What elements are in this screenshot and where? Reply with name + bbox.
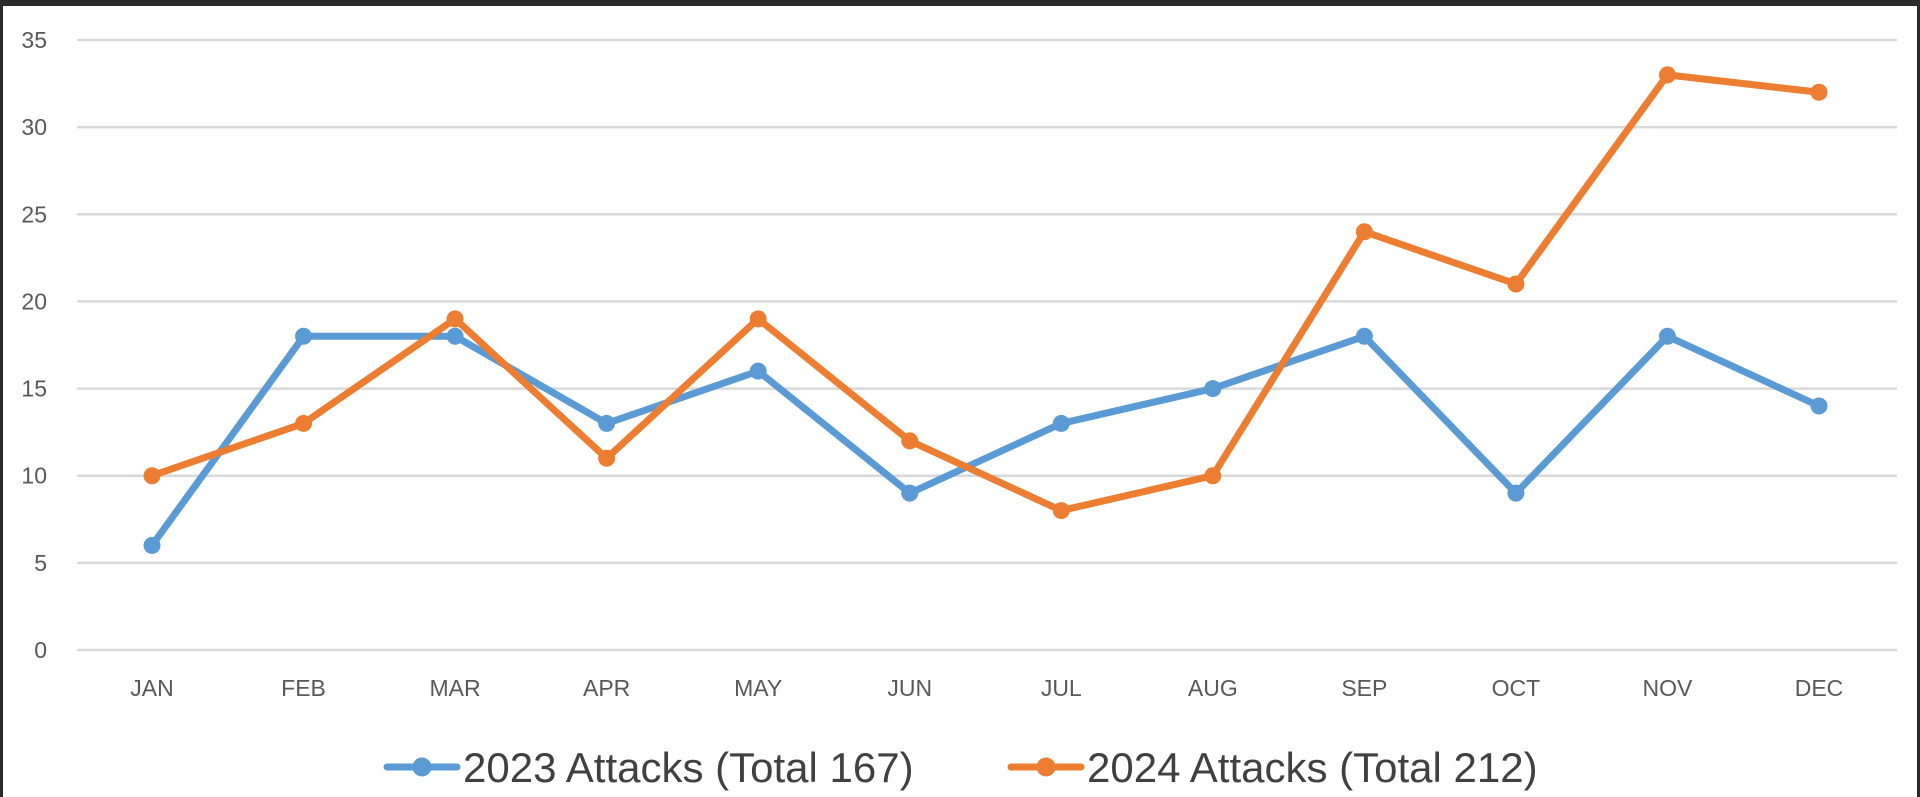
y-axis-tick-labels: 0 5 10 15 20 25 30 35 (21, 27, 47, 663)
series-line-1 (148, 332, 1823, 549)
x-tick-label: OCT (1492, 675, 1541, 701)
series-layer (143, 66, 1828, 554)
y-tick-label: 5 (34, 550, 47, 576)
data-point (1658, 327, 1676, 345)
data-point (901, 432, 919, 450)
legend-label-1: 2023 Attacks (Total 167) (463, 744, 914, 791)
x-tick-label: AUG (1188, 675, 1238, 701)
data-point (901, 484, 919, 502)
x-axis-tick-labels: JAN FEB MAR APR MAY JUN JUL AUG SEP OCT NOV DEC (130, 675, 1843, 701)
data-point (1810, 397, 1828, 415)
data-point (749, 310, 767, 328)
x-tick-label: MAY (734, 675, 782, 701)
y-tick-label: 30 (21, 114, 47, 140)
y-tick-label: 10 (21, 463, 47, 489)
y-tick-label: 25 (21, 201, 47, 227)
data-point (1204, 380, 1222, 398)
chart-area: 0 5 10 15 20 25 30 35 JAN FEB MAR APR MAY JUN JUL AUG S… (3, 6, 1917, 797)
data-point (143, 536, 161, 554)
data-point (1355, 327, 1373, 345)
data-point (1052, 502, 1070, 520)
legend-marker-2 (1036, 757, 1056, 777)
data-point (598, 449, 616, 467)
y-tick-label: 35 (21, 27, 47, 53)
x-tick-label: JUN (887, 675, 932, 701)
legend-marker-1 (412, 757, 432, 777)
x-tick-label: SEP (1341, 675, 1387, 701)
y-tick-label: 20 (21, 288, 47, 314)
y-tick-label: 0 (34, 637, 47, 663)
data-point (1658, 66, 1676, 84)
x-tick-label: APR (583, 675, 630, 701)
data-point (446, 310, 464, 328)
data-point (749, 362, 767, 380)
x-tick-label: NOV (1643, 675, 1694, 701)
data-point (1810, 83, 1828, 101)
data-point (446, 327, 464, 345)
series-line-2 (148, 71, 1823, 515)
data-point (295, 327, 313, 345)
x-tick-label: DEC (1795, 675, 1844, 701)
line-chart: 0 5 10 15 20 25 30 35 JAN FEB MAR APR MAY JUN JUL AUG S… (21, 27, 1897, 791)
x-tick-label: JAN (130, 675, 173, 701)
x-tick-label: JUL (1041, 675, 1082, 701)
data-point (1355, 223, 1373, 241)
y-tick-label: 15 (21, 376, 47, 402)
data-point (295, 414, 313, 432)
data-point (1052, 414, 1070, 432)
x-tick-label: FEB (281, 675, 326, 701)
data-point (1204, 467, 1222, 485)
x-tick-label: MAR (430, 675, 481, 701)
data-point (1507, 275, 1525, 293)
legend: 2023 Attacks (Total 167) 2024 Attacks (To… (383, 744, 1538, 791)
legend-label-2: 2024 Attacks (Total 212) (1087, 744, 1538, 791)
data-point (143, 467, 161, 485)
data-point (1507, 484, 1525, 502)
data-point (598, 414, 616, 432)
